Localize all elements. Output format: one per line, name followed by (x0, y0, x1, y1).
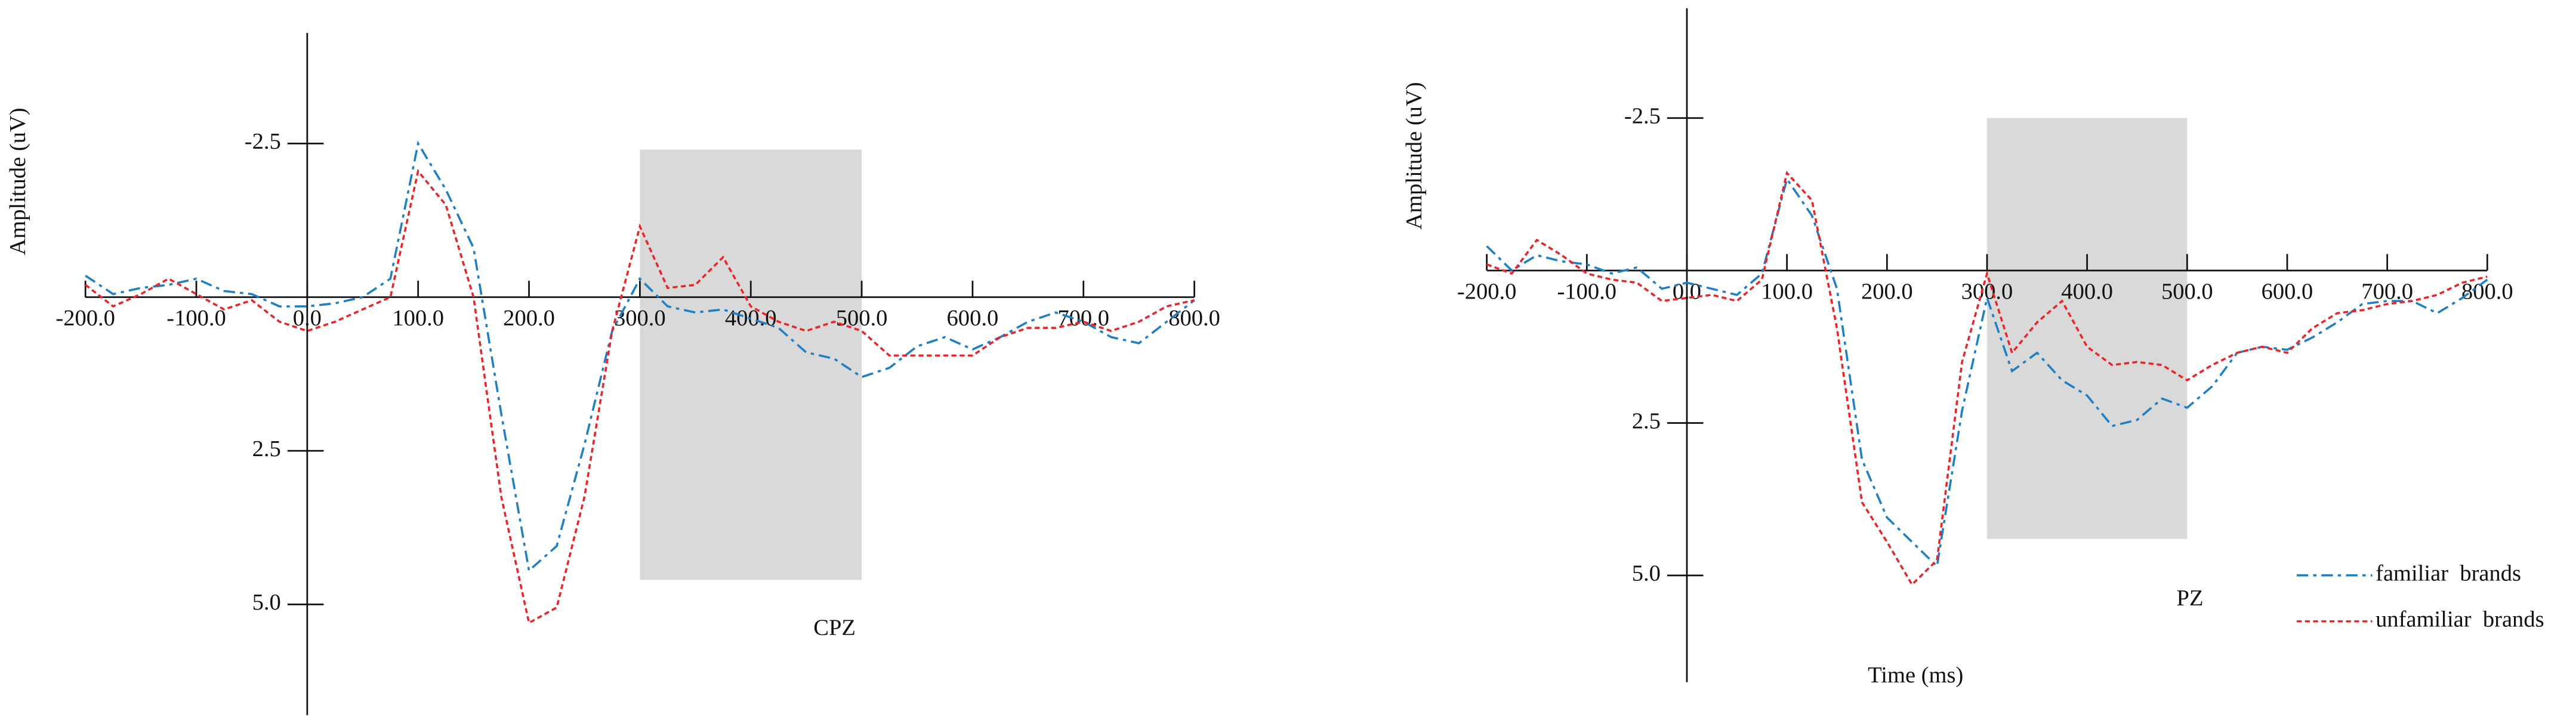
highlight-region (1986, 118, 2188, 539)
y-tick-label: -2.5 (1624, 104, 1661, 129)
x-tick-label: 700.0 (2361, 279, 2413, 304)
x-tick-label: 600.0 (947, 306, 999, 331)
y-tick-label: -2.5 (245, 129, 281, 154)
y-tick-label: 2.5 (252, 436, 281, 461)
x-tick-label: -200.0 (55, 306, 115, 331)
x-tick-label: 400.0 (2061, 279, 2113, 304)
y-axis-label: Amplitude (uV) (5, 107, 30, 255)
x-tick-label: 200.0 (1861, 279, 1913, 304)
y-axis-label: Amplitude (uV) (1402, 82, 1427, 229)
x-tick-label: 100.0 (392, 306, 444, 331)
series-line (85, 168, 1195, 625)
x-axis-label: Time (ms) (1868, 663, 1963, 688)
x-tick-label: 800.0 (1168, 306, 1220, 331)
y-tick-label: 5.0 (252, 590, 281, 615)
x-tick-label: 500.0 (836, 306, 888, 331)
x-tick-label: 300.0 (614, 306, 666, 331)
y-tick-label: 2.5 (1632, 408, 1661, 433)
highlight-region (640, 149, 862, 580)
series-line (1486, 176, 2488, 569)
legend-label: unfamiliar brands (2376, 607, 2544, 632)
panel-label: CPZ (813, 615, 856, 640)
legend-label: familiar brands (2376, 561, 2521, 586)
panel-label: PZ (2177, 586, 2204, 611)
x-tick-label: 600.0 (2262, 279, 2313, 304)
series-line (85, 140, 1195, 573)
x-tick-label: 100.0 (1761, 279, 1813, 304)
x-tick-label: -100.0 (166, 306, 226, 331)
x-tick-label: 500.0 (2161, 279, 2213, 304)
x-tick-label: 200.0 (503, 306, 555, 331)
x-tick-label: 800.0 (2461, 279, 2513, 304)
series-line (1486, 170, 2488, 587)
x-tick-label: -100.0 (1557, 279, 1617, 304)
x-tick-label: -200.0 (1457, 279, 1517, 304)
x-tick-label: 0.0 (293, 306, 322, 331)
y-tick-label: 5.0 (1632, 561, 1661, 586)
